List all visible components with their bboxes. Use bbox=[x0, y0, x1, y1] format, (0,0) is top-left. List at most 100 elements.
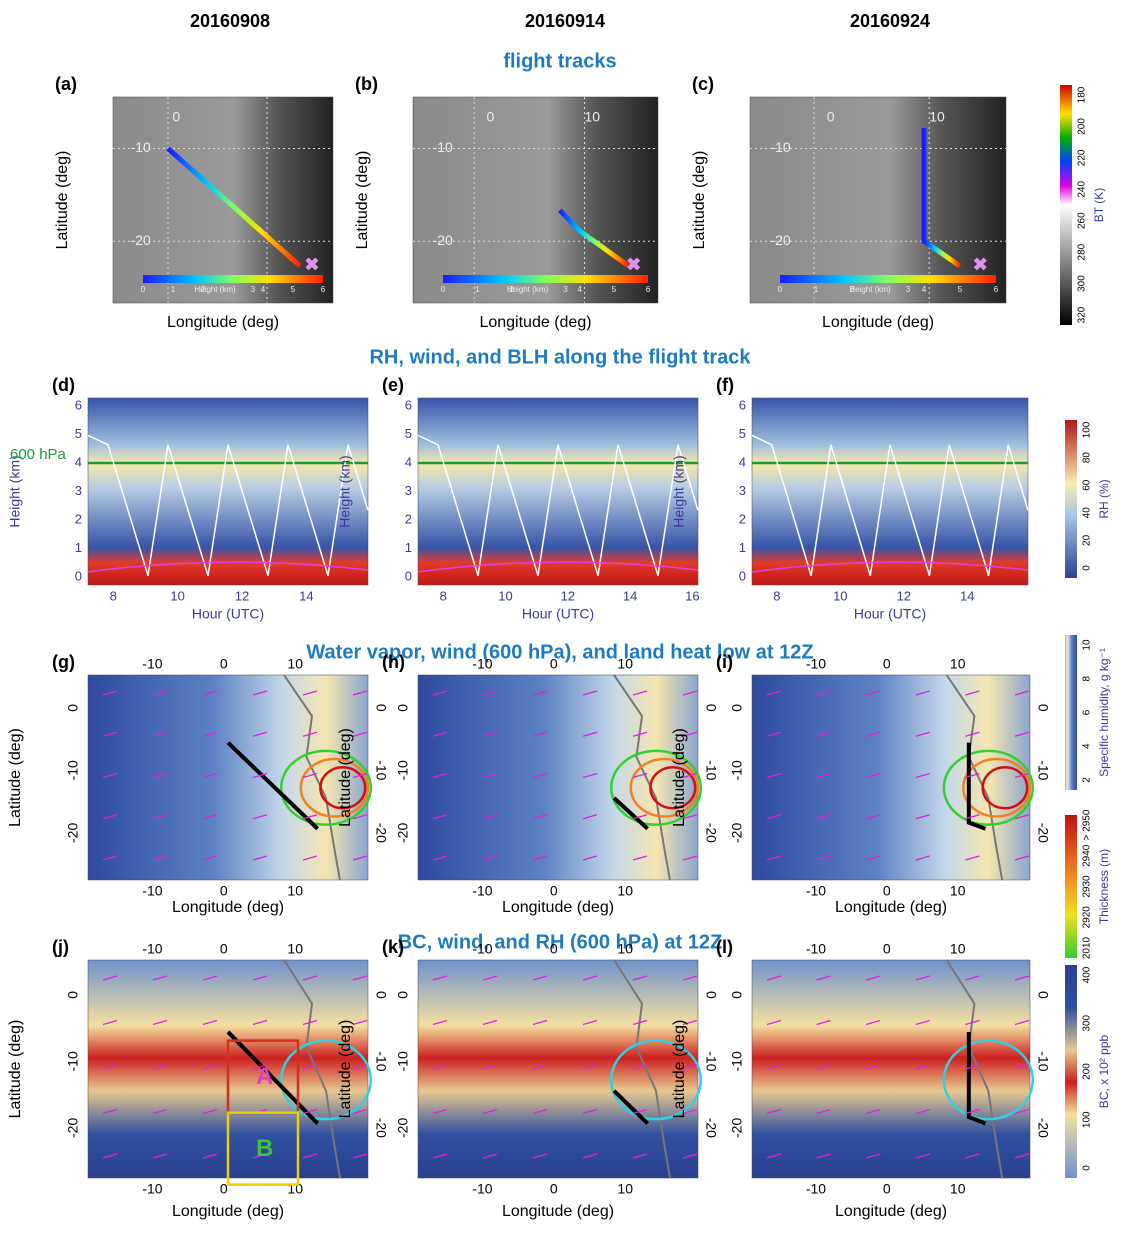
map-label: 0 bbox=[487, 108, 495, 124]
coastline bbox=[613, 674, 671, 881]
colorbar-label: Specific humidity, g kg⁻¹ bbox=[1097, 648, 1111, 777]
flight-track bbox=[226, 741, 319, 831]
wind-vector bbox=[965, 814, 980, 820]
wind-vector bbox=[482, 1153, 498, 1159]
map-label: -10 bbox=[770, 139, 790, 155]
wind-vector bbox=[532, 814, 548, 820]
top-tick-label: -10 bbox=[472, 941, 492, 957]
panel-image bbox=[417, 674, 699, 881]
wind-vector bbox=[252, 855, 268, 861]
x-axis-label: Longitude (deg) bbox=[502, 1203, 614, 1220]
wind-vector bbox=[632, 855, 648, 861]
bottom-tick-label: 10 bbox=[950, 1181, 966, 1197]
x-axis-label: Longitude (deg) bbox=[172, 1203, 284, 1220]
wind-vector bbox=[252, 814, 268, 820]
boundary-line bbox=[87, 561, 369, 573]
wind-vector bbox=[152, 690, 168, 696]
wind-vector bbox=[202, 1064, 218, 1070]
wind-vector bbox=[866, 1019, 881, 1026]
wind-vector bbox=[302, 855, 318, 861]
wind-vector bbox=[102, 1019, 118, 1026]
inset-colorbar-tick: 3 bbox=[906, 285, 911, 294]
wind-vector bbox=[1014, 814, 1030, 820]
wind-vector bbox=[102, 731, 118, 737]
bottom-tick-label: 10 bbox=[617, 1181, 633, 1197]
wind-vector bbox=[632, 731, 648, 737]
inset-colorbar bbox=[780, 275, 996, 283]
colorbar-tick: 180 bbox=[1077, 86, 1088, 103]
wind-vector bbox=[432, 1019, 448, 1026]
left-tick-label: -20 bbox=[729, 1118, 745, 1138]
wind-vector bbox=[632, 1108, 648, 1115]
y-tick-label: 6 bbox=[405, 397, 412, 412]
x-tick-label: 14 bbox=[960, 588, 974, 603]
bottom-tick-label: 10 bbox=[950, 883, 966, 899]
map-label: 10 bbox=[585, 108, 601, 124]
wind-vector bbox=[816, 975, 831, 981]
wind-vector bbox=[766, 1064, 782, 1070]
map-label: 0 bbox=[172, 108, 180, 124]
inset-colorbar-tick: 0 bbox=[778, 285, 783, 294]
wind-vector bbox=[202, 975, 218, 981]
wind-vector bbox=[352, 1019, 368, 1026]
wind-vector bbox=[866, 1064, 881, 1070]
wind-vector bbox=[302, 772, 318, 779]
left-tick-label: -20 bbox=[65, 823, 81, 843]
inset-colorbar-tick: 5 bbox=[958, 285, 963, 294]
x-axis-label: Hour (UTC) bbox=[522, 606, 594, 622]
right-tick-label: -20 bbox=[373, 1118, 389, 1138]
wind-vector bbox=[766, 690, 782, 696]
wind-vector bbox=[766, 731, 782, 737]
right-tick-label: 0 bbox=[373, 991, 389, 999]
contour bbox=[609, 1039, 703, 1121]
end-marker: ✖ bbox=[973, 255, 988, 275]
colorbar-label: BC, x 10² ppb bbox=[1097, 1034, 1111, 1108]
panel-label: (j) bbox=[52, 937, 69, 957]
wind-vector bbox=[1014, 1064, 1030, 1070]
wind-vector bbox=[202, 855, 218, 861]
wind-vector bbox=[816, 814, 831, 820]
wind-vector bbox=[632, 772, 648, 779]
wind-vector bbox=[202, 1019, 218, 1026]
y-tick-label: 2 bbox=[739, 511, 746, 526]
inset-colorbar-tick: 2 bbox=[850, 285, 855, 294]
column-date: 20160914 bbox=[525, 11, 605, 31]
wind-vector bbox=[866, 855, 881, 861]
boundary-line bbox=[417, 561, 699, 573]
flight-track bbox=[166, 146, 302, 268]
wind-vector bbox=[965, 975, 980, 981]
top-tick-label: 10 bbox=[617, 941, 633, 957]
wind-vector bbox=[432, 814, 448, 820]
wind-vector bbox=[915, 1064, 930, 1070]
x-axis-label: Longitude (deg) bbox=[479, 314, 591, 331]
wind-vector bbox=[766, 814, 782, 820]
bottom-tick-label: -10 bbox=[472, 883, 492, 899]
wind-vector bbox=[682, 975, 698, 981]
y-tick-label: 4 bbox=[739, 454, 746, 469]
wind-vector bbox=[915, 1019, 930, 1026]
panel-image bbox=[417, 397, 699, 586]
panel-label: (h) bbox=[382, 652, 405, 672]
wind-vector bbox=[965, 1108, 980, 1115]
wind-vector bbox=[482, 731, 498, 737]
wind-vector bbox=[152, 1064, 168, 1070]
contour bbox=[942, 1039, 1035, 1121]
colorbar-tick: 4 bbox=[1082, 743, 1093, 749]
wind-vector bbox=[202, 1108, 218, 1115]
wind-vector bbox=[915, 772, 930, 779]
wind-vector bbox=[915, 731, 930, 737]
wind-vector bbox=[632, 1019, 648, 1026]
contour bbox=[299, 757, 370, 818]
panel-image bbox=[417, 959, 699, 1179]
inset-colorbar-tick: 1 bbox=[814, 285, 819, 294]
panel-label: (e) bbox=[382, 375, 404, 395]
flight-track bbox=[612, 796, 649, 831]
wind-vector bbox=[302, 731, 318, 737]
end-marker: ✖ bbox=[304, 255, 319, 275]
wind-vector bbox=[432, 1108, 448, 1115]
column-date: 20160908 bbox=[190, 11, 270, 31]
colorbar-tick: 400 bbox=[1082, 966, 1093, 983]
colorbar-tick: 0 bbox=[1082, 1165, 1093, 1171]
x-tick-label: 12 bbox=[235, 588, 249, 603]
